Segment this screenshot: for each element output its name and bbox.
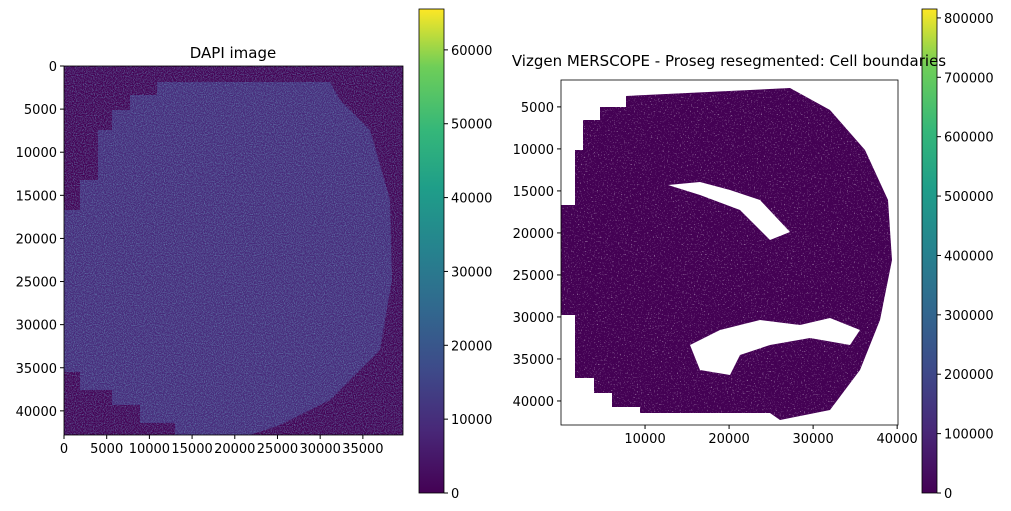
left-colorbar-ticks: 0 10000 20000 30000 40000 50000 60000 <box>444 44 492 502</box>
x-tick-label: 20000 <box>214 442 255 457</box>
colorbar-tick-label: 30000 <box>451 265 492 280</box>
cell-boundaries-image <box>561 80 898 425</box>
colorbar-tick-label: 60000 <box>451 44 492 59</box>
x-tick-label: 20000 <box>708 432 749 447</box>
colorbar-tick-label: 600000 <box>944 131 994 146</box>
y-tick-label: 40000 <box>513 395 554 410</box>
right-title: Vizgen MERSCOPE - Proseg resegmented: Ce… <box>512 52 946 70</box>
y-tick-label: 30000 <box>16 319 57 334</box>
colorbar-tick-label: 800000 <box>944 12 994 27</box>
left-colorbar <box>418 8 445 494</box>
x-tick-label: 0 <box>60 442 68 457</box>
x-tick-label: 30000 <box>299 442 340 457</box>
x-tick-label: 35000 <box>342 442 383 457</box>
y-tick-label: 25000 <box>16 276 57 291</box>
y-tick-label: 15000 <box>513 185 554 200</box>
left-axes-frame <box>63 65 404 436</box>
colorbar-tick-label: 100000 <box>944 428 994 443</box>
colorbar-tick-label: 20000 <box>451 339 492 354</box>
colorbar-tick-label: 400000 <box>944 249 994 264</box>
y-tick-label: 25000 <box>513 269 554 284</box>
x-tick-label: 5000 <box>90 442 123 457</box>
left-title: DAPI image <box>190 44 277 62</box>
y-tick-label: 15000 <box>16 189 57 204</box>
y-tick-label: 35000 <box>16 362 57 377</box>
x-tick-label: 40000 <box>876 432 917 447</box>
colorbar-tick-label: 50000 <box>451 118 492 133</box>
right-axis-ticks: 10000 20000 30000 40000 5000 10000 15000 20000 2… <box>513 101 918 447</box>
y-tick-label: 40000 <box>16 405 57 420</box>
colorbar-tick-label: 200000 <box>944 368 994 383</box>
colorbar-tick-label: 700000 <box>944 71 994 86</box>
y-tick-label: 35000 <box>513 353 554 368</box>
y-tick-label: 20000 <box>16 232 57 247</box>
colorbar-tick-label: 500000 <box>944 190 994 205</box>
x-tick-label: 10000 <box>624 432 665 447</box>
y-tick-label: 10000 <box>513 143 554 158</box>
y-tick-label: 30000 <box>513 311 554 326</box>
x-tick-label: 30000 <box>792 432 833 447</box>
y-tick-label: 5000 <box>24 103 57 118</box>
y-tick-label: 5000 <box>521 101 554 116</box>
colorbar-tick-label: 0 <box>944 487 952 502</box>
colorbar-tick-label: 300000 <box>944 309 994 324</box>
y-tick-label: 10000 <box>16 146 57 161</box>
colorbar-tick-label: 10000 <box>451 413 492 428</box>
x-tick-label: 10000 <box>129 442 170 457</box>
y-tick-label: 20000 <box>513 227 554 242</box>
right-colorbar-ticks: 0 100000 200000 300000 400000 500000 600000 700… <box>937 12 994 502</box>
dapi-image <box>64 66 403 435</box>
left-axis-ticks: 0 5000 10000 15000 20000 25000 30000 3500005000… <box>16 60 384 457</box>
y-tick-label: 0 <box>49 60 57 75</box>
colorbar-tick-label: 40000 <box>451 192 492 207</box>
x-tick-label: 15000 <box>171 442 212 457</box>
colorbar-tick-label: 0 <box>451 487 459 502</box>
x-tick-label: 25000 <box>257 442 298 457</box>
right-colorbar <box>921 8 938 494</box>
